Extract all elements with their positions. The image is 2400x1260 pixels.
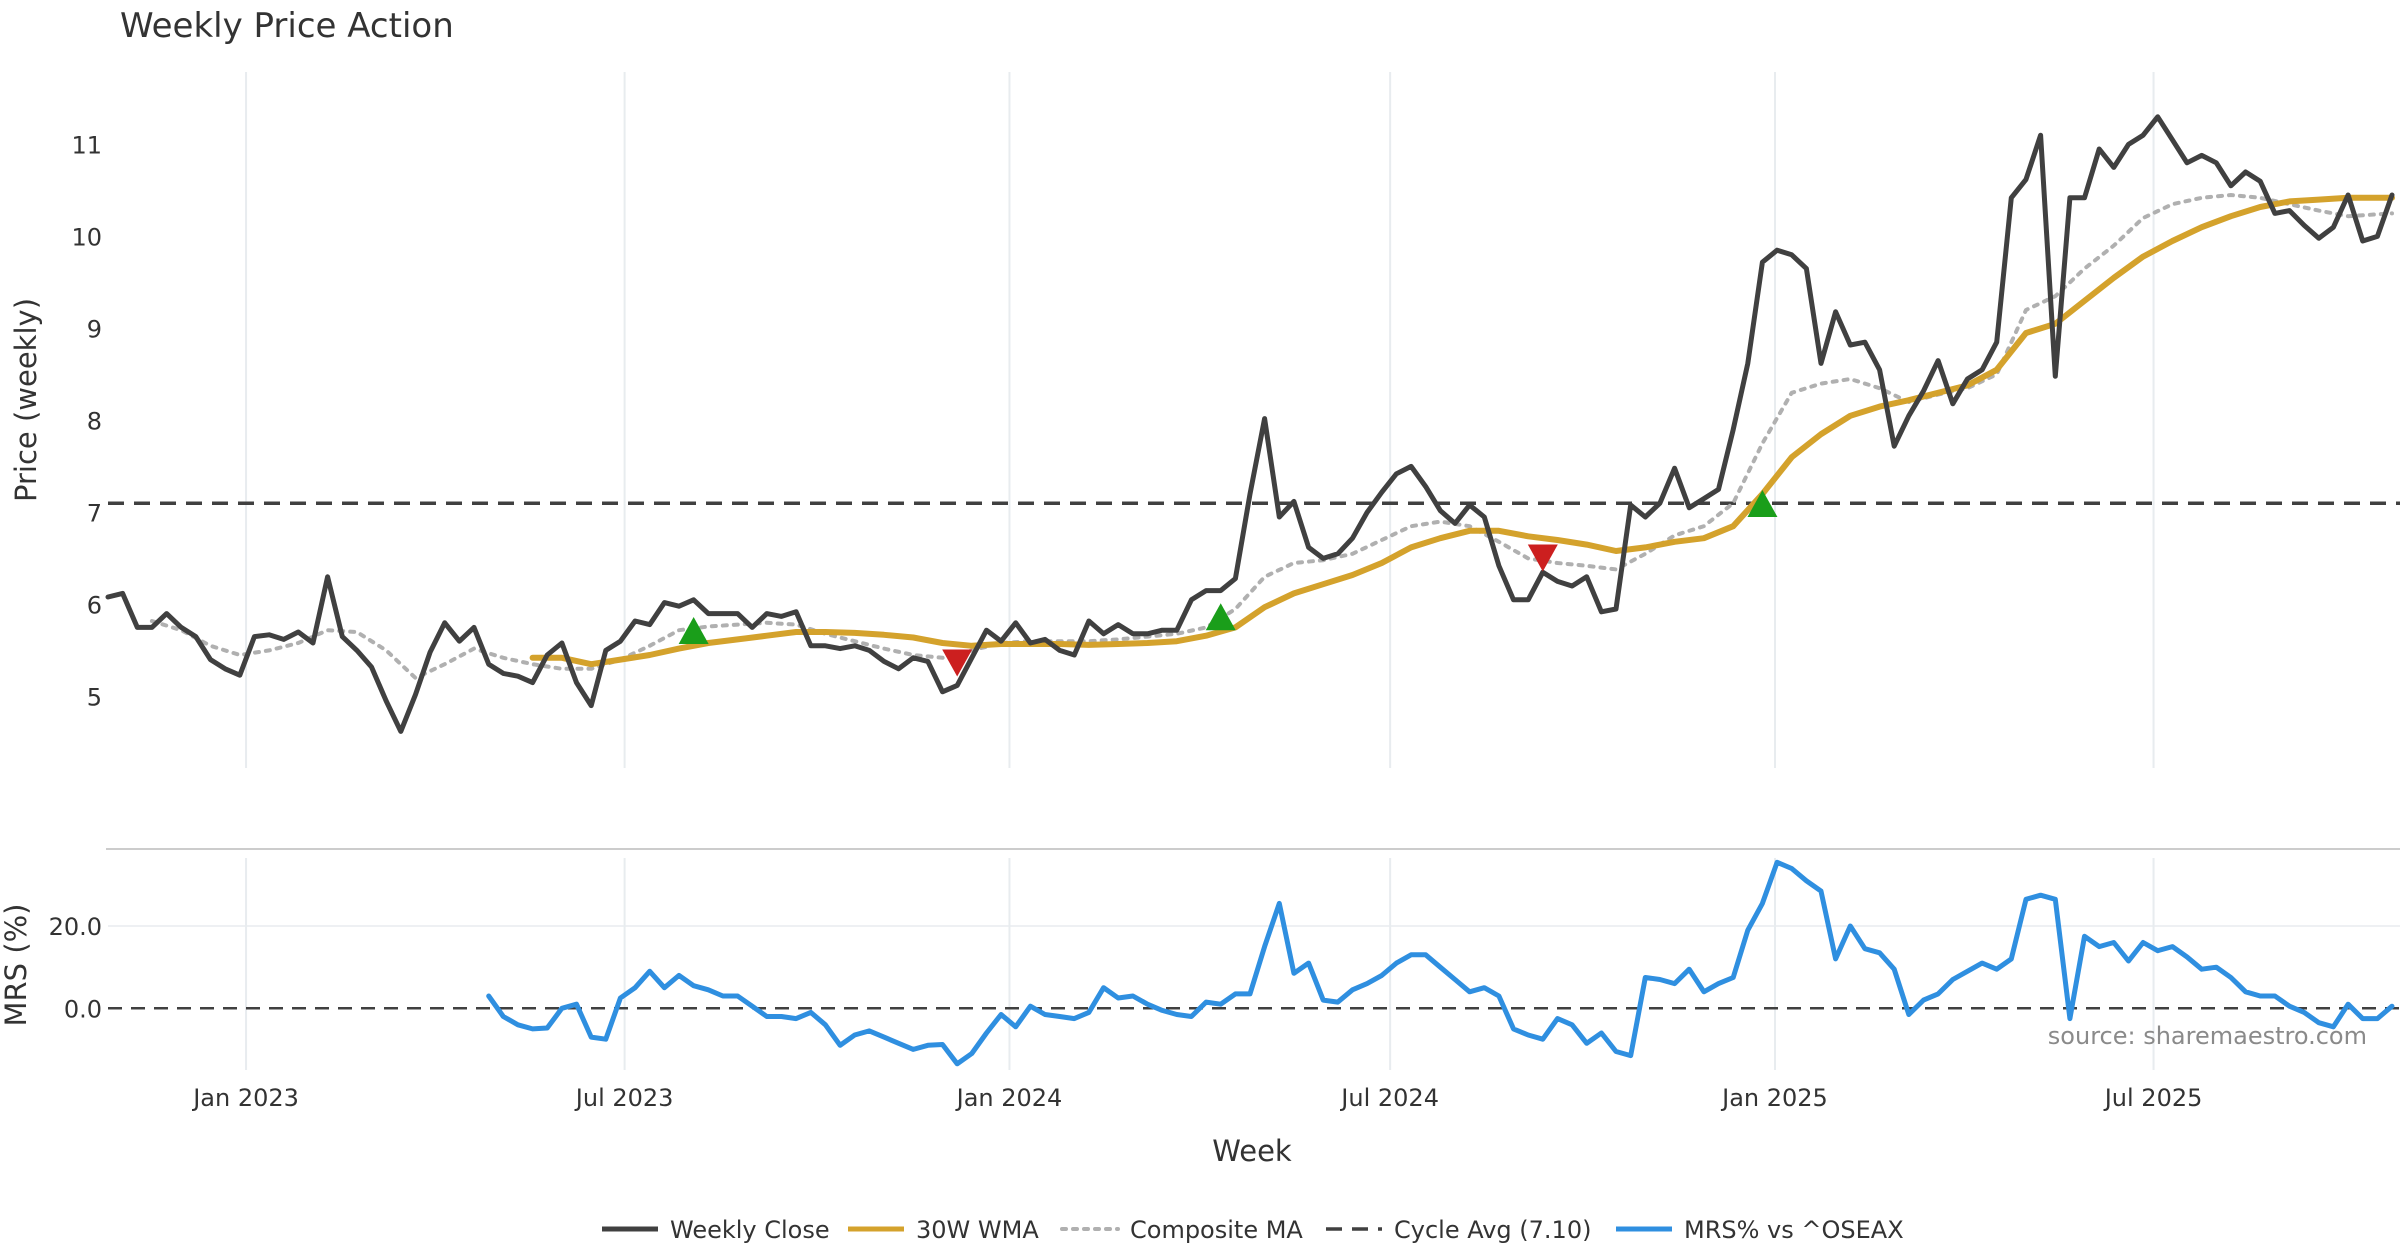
x-tick-label-4: Jan 2025 — [1720, 1084, 1828, 1112]
mrs-y-axis-title: MRS (%) — [0, 904, 33, 1027]
mrs-y-tick-label-0: 0.0 — [64, 995, 102, 1023]
price-y-tick-label-4: 9 — [87, 315, 102, 343]
legend-label-2: Composite MA — [1130, 1216, 1303, 1244]
x-tick-label-3: Jul 2024 — [1339, 1084, 1439, 1112]
x-tick-label-2: Jan 2024 — [955, 1084, 1063, 1112]
wma-30w-line — [529, 194, 2395, 668]
x-tick-label-1: Jul 2023 — [574, 1084, 674, 1112]
sell-signal-marker-1 — [942, 649, 973, 677]
mrs-y-tick-label-1: 20.0 — [49, 913, 102, 941]
buy-signal-marker-4 — [1747, 490, 1778, 518]
price-y-tick-label-2: 7 — [87, 499, 102, 527]
legend-label-4: MRS% vs ^OSEAX — [1684, 1216, 1904, 1244]
price-y-tick-label-1: 6 — [87, 591, 102, 619]
legend-label-0: Weekly Close — [670, 1216, 830, 1244]
plot-lines — [105, 114, 2400, 1067]
price-y-axis-title: Price (weekly) — [9, 298, 43, 502]
legend-label-1: 30W WMA — [916, 1216, 1039, 1244]
price-y-tick-label-6: 11 — [71, 131, 102, 159]
price-y-tick-label-3: 8 — [87, 407, 102, 435]
x-tick-label-0: Jan 2023 — [191, 1084, 299, 1112]
source-label: source: sharemaestro.com — [2048, 1022, 2367, 1050]
buy-signal-marker-2 — [1205, 603, 1236, 631]
mrs-line — [486, 859, 2395, 1067]
chart-title: Weekly Price Action — [120, 6, 454, 46]
gridlines — [106, 72, 2400, 1070]
legend-label-3: Cycle Avg (7.10) — [1394, 1216, 1591, 1244]
price-y-tick-label-0: 5 — [87, 683, 102, 711]
tick-labels: Jan 2023 Jul 2023 Jan 2024 Jul 2024 Jan 2025… — [49, 131, 2203, 1112]
weekly-close-line — [105, 114, 2395, 734]
x-axis-title: Week — [1212, 1134, 1292, 1168]
buy-signal-marker-0 — [678, 617, 709, 644]
sell-signal-marker-3 — [1527, 544, 1558, 572]
price-y-tick-label-5: 10 — [71, 223, 102, 251]
legend: Weekly Close 30W WMA Composite MA Cycle Avg… — [602, 1216, 1904, 1244]
x-tick-label-5: Jul 2025 — [2103, 1084, 2203, 1112]
